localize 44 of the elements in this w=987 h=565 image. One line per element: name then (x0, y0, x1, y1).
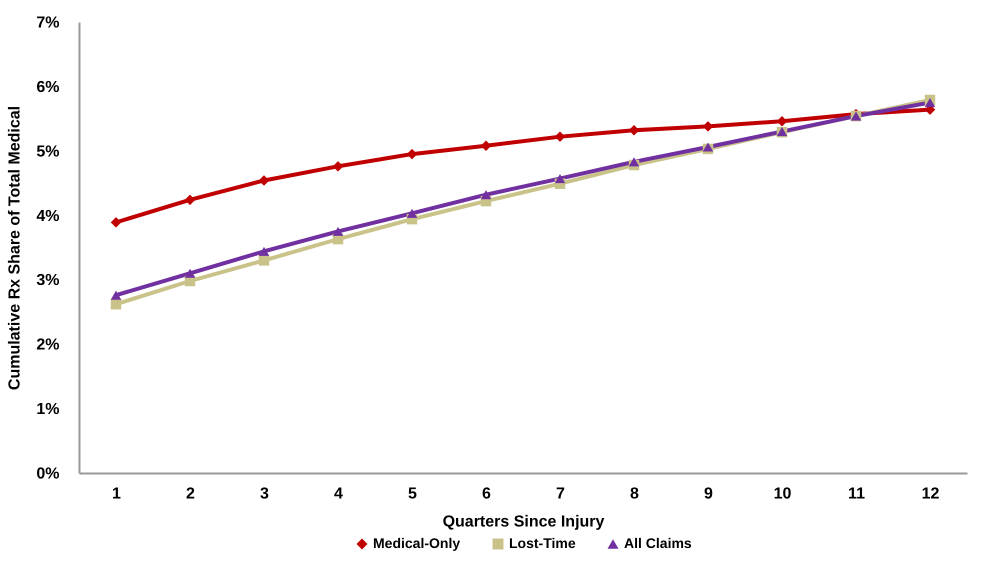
y-tick-label: 3% (36, 272, 60, 290)
point (258, 246, 270, 256)
x-tick-label: 11 (848, 486, 866, 502)
y-tick-label: 1% (36, 401, 60, 418)
y-tick-label: 7% (36, 14, 60, 32)
point (554, 174, 566, 184)
point (480, 190, 492, 200)
point (406, 208, 418, 218)
point (702, 142, 714, 152)
y-axis-title: Cumulative Rx Share of Total Medical (6, 106, 24, 390)
x-tick-label: 9 (704, 486, 714, 502)
x-tick-label: 5 (408, 486, 418, 502)
y-tick-label: 6% (36, 78, 60, 96)
legend-label: All Claims (624, 535, 692, 551)
point (184, 194, 196, 206)
point (554, 131, 566, 142)
legend-label: Lost-Time (509, 535, 576, 551)
point (258, 175, 270, 186)
point (332, 226, 344, 236)
point (702, 121, 714, 132)
point (406, 148, 418, 160)
y-tick-label: 2% (36, 336, 60, 354)
point (110, 217, 122, 228)
y-tick-label: 5% (36, 143, 60, 160)
point (110, 290, 122, 300)
point (332, 161, 344, 172)
x-tick-label: 7 (556, 486, 566, 502)
x-tick-label: 3 (260, 486, 270, 502)
x-tick-label: 2 (186, 486, 196, 502)
legend-label: Medical-Only (373, 535, 460, 551)
point (110, 298, 122, 310)
x-tick-label: 6 (482, 486, 492, 502)
x-tick-label: 10 (774, 486, 792, 502)
point (628, 157, 640, 166)
x-tick-label: 4 (334, 486, 344, 502)
x-tick-label: 8 (630, 486, 640, 502)
x-axis-title: Quarters Since Injury (442, 514, 605, 530)
y-tick-label: 4% (36, 208, 60, 225)
x-tick-label: 12 (922, 486, 940, 502)
point (184, 268, 196, 278)
point (924, 98, 936, 108)
x-tick-label: 1 (112, 486, 122, 502)
point (480, 140, 492, 151)
y-tick-label: 0% (36, 466, 60, 482)
